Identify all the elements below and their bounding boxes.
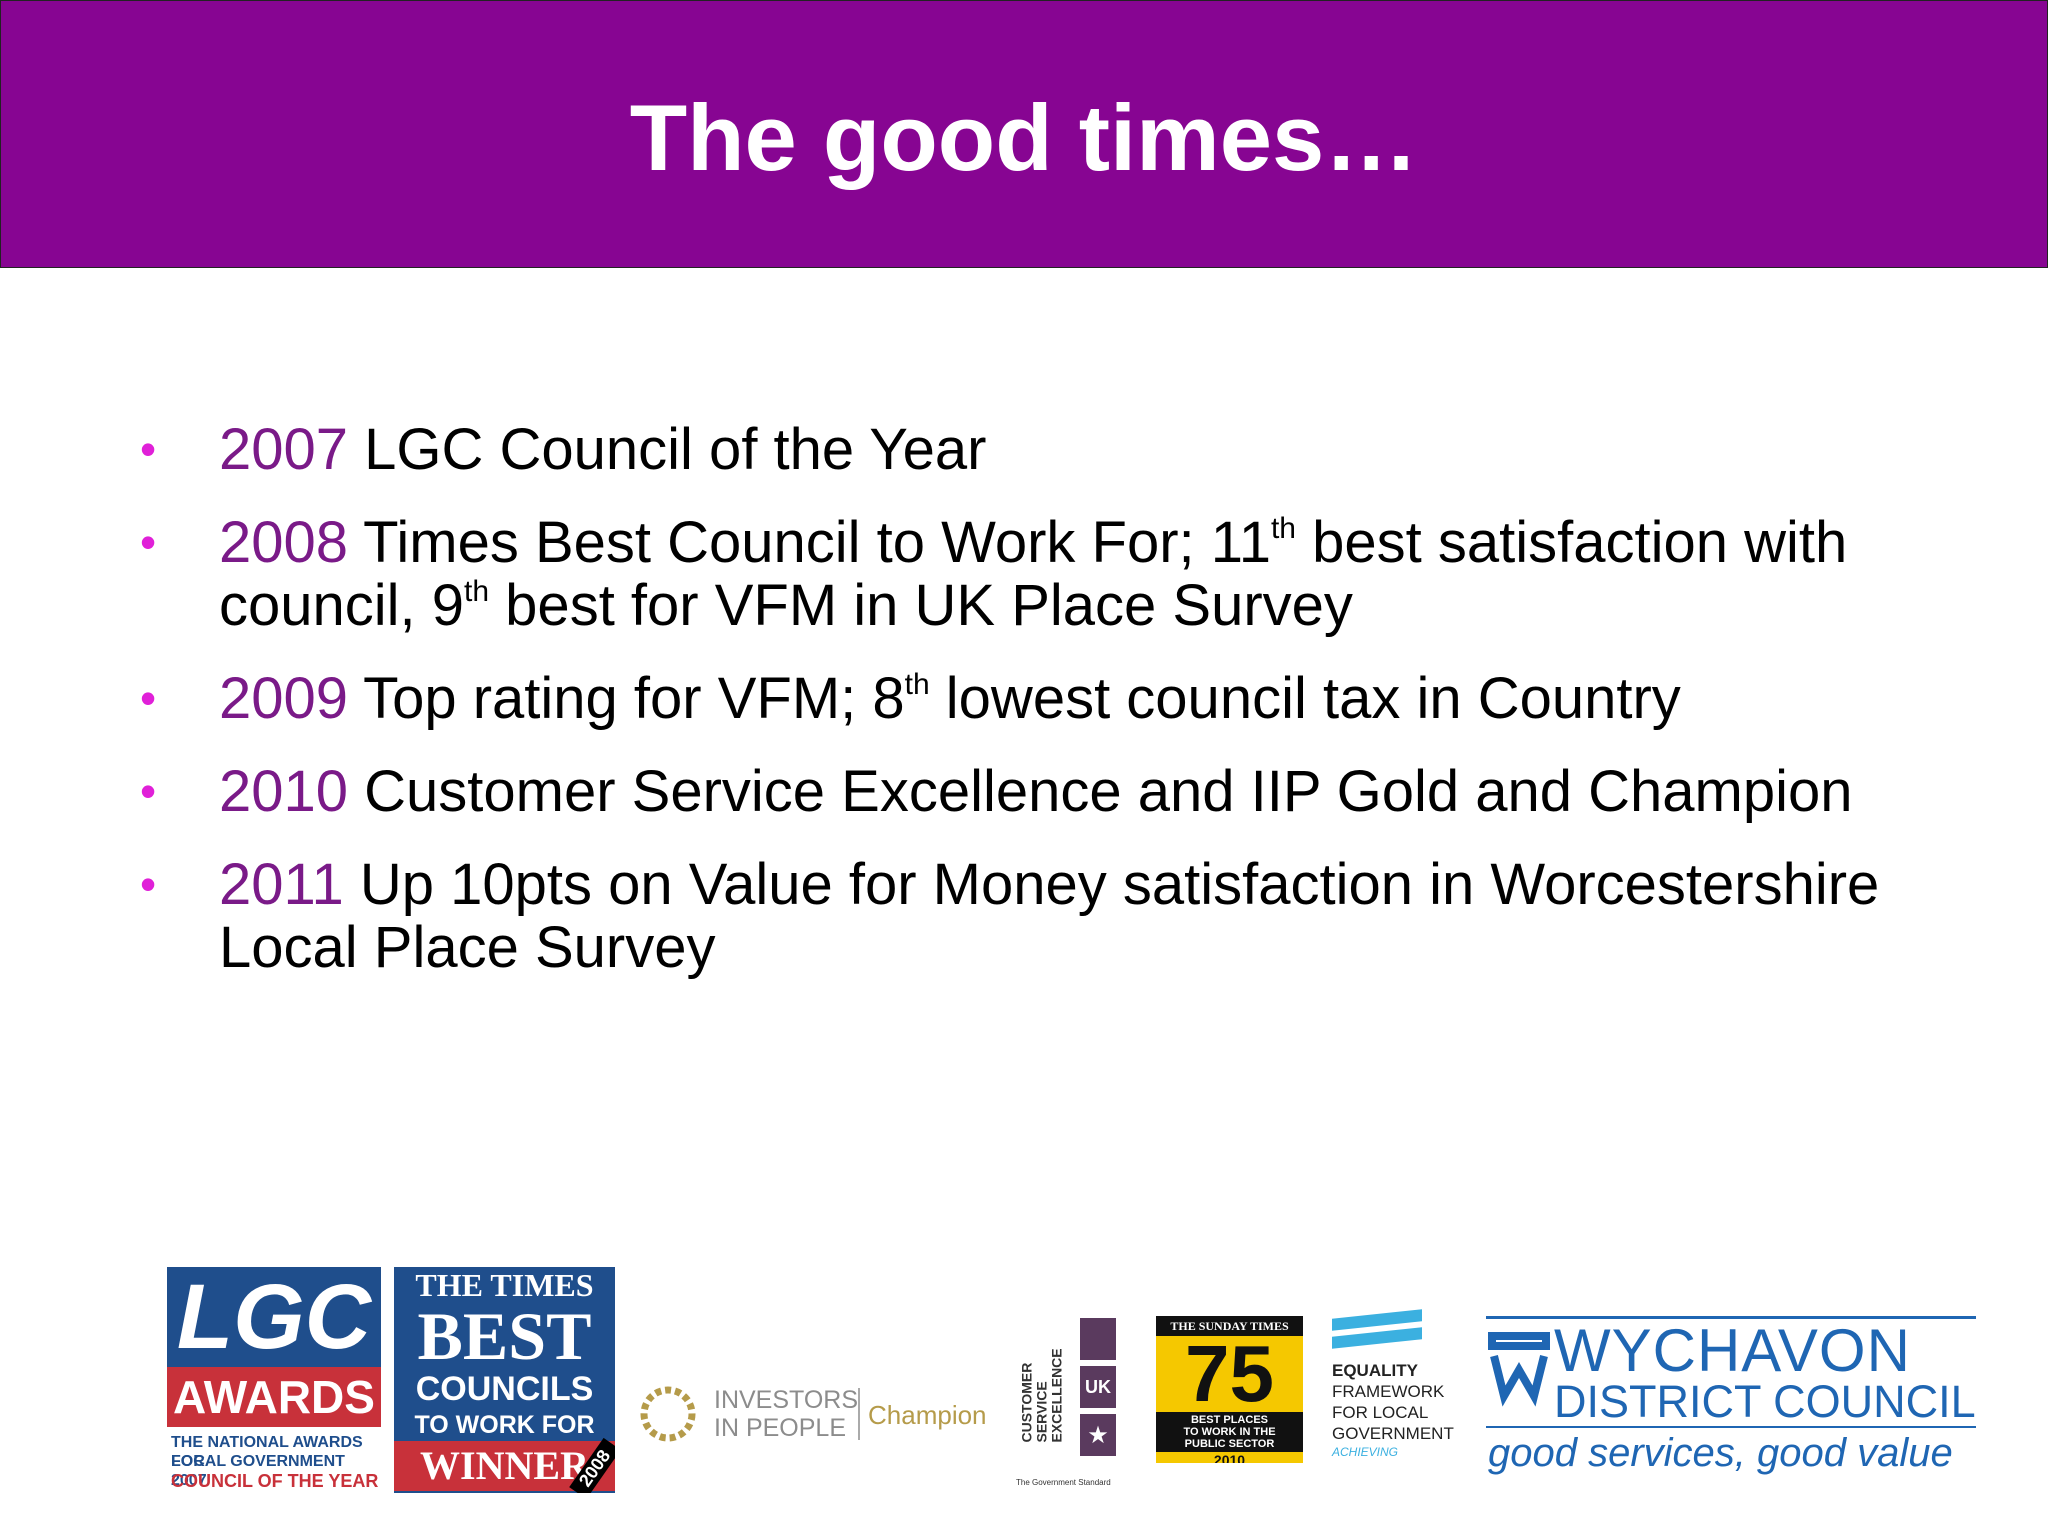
equality-line: GOVERNMENT (1332, 1424, 1454, 1443)
sunday-times-logo: THE SUNDAY TIMES 75 BEST PLACES TO WORK … (1156, 1316, 1303, 1463)
times-line: COUNCILS (415, 1370, 594, 1408)
iip-line: INVESTORS (714, 1386, 859, 1414)
bullet-text: best satisfaction with council, 9 (219, 510, 1848, 638)
bullet-dot: • (140, 672, 157, 724)
equality-line: FRAMEWORK (1332, 1382, 1445, 1401)
bullet-text: lowest council tax in Country (929, 666, 1681, 731)
wychavon-name: WYCHAVON (1554, 1317, 1911, 1384)
bullet-dot: • (140, 516, 157, 568)
bullet-list: • 2007 LGC Council of the Year • 2008 Times… (140, 418, 1980, 1009)
bullet-text: Customer Service Excellence and IIP Gold… (348, 759, 1853, 824)
equality-level: ACHIEVING (1332, 1445, 1399, 1459)
bullet-year: 2007 (219, 417, 349, 482)
bullet-dot: • (140, 423, 157, 475)
bullet-text: Top rating for VFM; 8 (348, 666, 905, 731)
times-line: TO WORK FOR (414, 1411, 595, 1439)
wychavon-sub: DISTRICT COUNCIL (1554, 1376, 1976, 1427)
sunday-line: TO WORK IN THE (1183, 1426, 1276, 1438)
cse-line: EXCELLENCE (1048, 1348, 1065, 1443)
lgc-caption-1: THE NATIONAL AWARDS FOR (171, 1434, 363, 1470)
bullet-item: • 2008 Times Best Council to Work For; 11… (140, 511, 1980, 637)
bullet-dot: • (140, 765, 157, 817)
bullet-item: • 2011 Up 10pts on Value for Money satisf… (140, 853, 1980, 979)
sunday-year: 2010 (1213, 1452, 1246, 1463)
bullet-dot: • (140, 858, 157, 910)
bullet-item: • 2010 Customer Service Excellence and II… (140, 760, 1980, 823)
bullet-year: 2010 (219, 759, 349, 824)
bullet-text: Up 10pts on Value for Money satisfaction… (219, 852, 1880, 980)
sunday-line: BEST PLACES (1190, 1414, 1268, 1426)
cse-uk: UK (1080, 1366, 1116, 1408)
times-logo: THE TIMES BEST COUNCILS TO WORK FOR WINN… (394, 1267, 615, 1493)
sunday-masthead: THE SUNDAY TIMES (1156, 1316, 1303, 1336)
sunday-line: PUBLIC SECTOR (1184, 1438, 1275, 1450)
lgc-logo: LGC AWARDS THE NATIONAL AWARDS FOR LOCAL… (167, 1267, 381, 1493)
bullet-year: 2011 (219, 852, 344, 917)
superscript: th (1270, 512, 1296, 545)
bullet-item: • 2009 Top rating for VFM; 8th lowest cou… (140, 667, 1980, 730)
cse-logo: CUSTOMER SERVICE EXCELLENCE UK ★ The Gov… (1012, 1310, 1132, 1490)
equality-line: EQUALITY (1332, 1361, 1418, 1380)
times-line: WINNER (394, 1441, 615, 1491)
equality-logo: EQUALITY FRAMEWORK FOR LOCAL GOVERNMENT … (1330, 1308, 1464, 1468)
superscript: th (464, 575, 490, 608)
iip-logo: INVESTORS IN PEOPLE Champion (636, 1378, 996, 1450)
times-line: THE TIMES (415, 1267, 594, 1303)
lgc-caption-2: LOCAL GOVERNMENT 2007 (171, 1453, 345, 1489)
wychavon-logo: WYCHAVON DISTRICT COUNCIL good services,… (1486, 1316, 1976, 1480)
bullet-text: LGC Council of the Year (348, 417, 987, 482)
lgc-caption-3: COUNCIL OF THE YEAR (171, 1471, 379, 1491)
bullet-text: Times Best Council to Work For; 11 (348, 510, 1271, 575)
iip-level: Champion (868, 1400, 987, 1430)
cse-line: SERVICE (1033, 1381, 1050, 1443)
equality-line: FOR LOCAL (1332, 1403, 1429, 1422)
cse-footer: The Government Standard (1016, 1478, 1111, 1487)
bullet-year: 2009 (219, 666, 349, 731)
iip-line: IN PEOPLE (714, 1414, 846, 1442)
wychavon-tagline: good services, good value (1488, 1431, 1953, 1475)
sunday-number: 75 (1185, 1329, 1274, 1418)
slide-title: The good times… (629, 85, 1419, 190)
bullet-item: • 2007 LGC Council of the Year (140, 418, 1980, 481)
lgc-awards: AWARDS (167, 1367, 381, 1427)
cse-line: CUSTOMER (1018, 1362, 1035, 1443)
bullet-year: 2008 (219, 510, 349, 575)
wychavon-crest (1488, 1332, 1550, 1407)
header-bar: The good times… (0, 0, 2048, 268)
iip-wreath (640, 1386, 696, 1442)
superscript: th (904, 668, 930, 701)
lgc-name: LGC (176, 1267, 372, 1368)
times-line: BEST (417, 1298, 592, 1374)
bullet-text: best for VFM in UK Place Survey (489, 573, 1353, 638)
